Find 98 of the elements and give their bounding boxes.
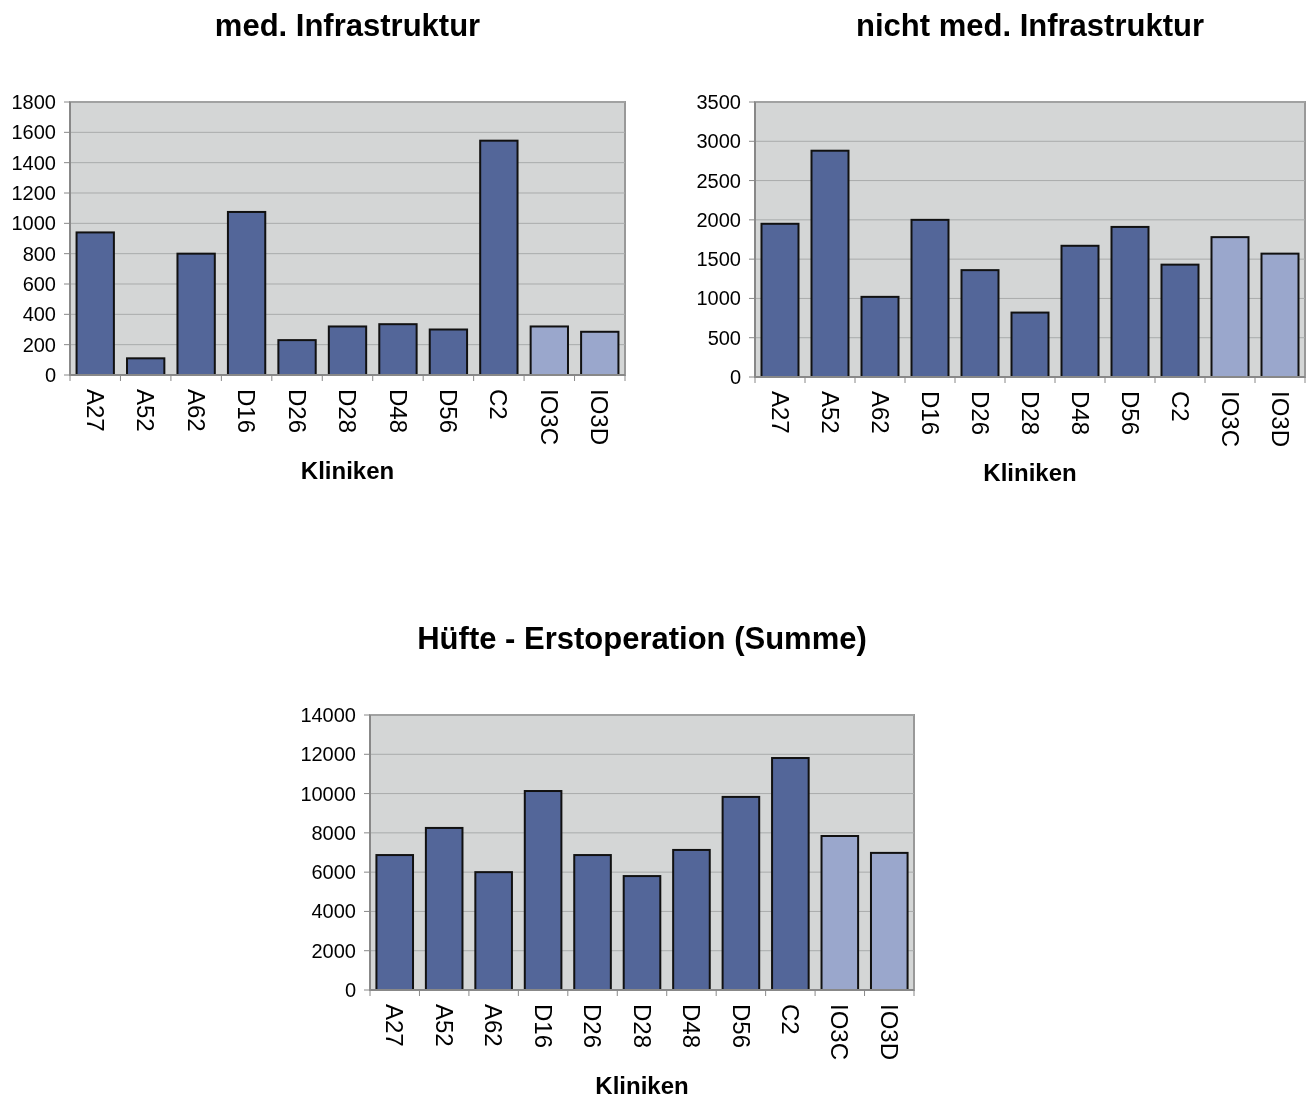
bar [721, 795, 761, 991]
bar [622, 875, 662, 991]
bar [573, 854, 612, 991]
y-tick-label: 0 [44, 364, 56, 386]
x-tick-label: D48 [1066, 391, 1094, 436]
x-tick-label: A52 [816, 391, 844, 434]
bar [771, 757, 810, 991]
bar [860, 295, 900, 378]
bar [760, 222, 800, 378]
x-tick-label: D16 [233, 389, 261, 434]
bar [820, 835, 860, 991]
bar [479, 139, 519, 376]
bar [869, 851, 909, 991]
bar [1110, 225, 1150, 378]
x-tick-label: IO3D [875, 1004, 903, 1061]
x-tick-label: D16 [529, 1004, 557, 1049]
y-tick-label: 1200 [11, 182, 56, 204]
x-tick-label: D56 [727, 1004, 755, 1049]
y-tick-label: 12000 [300, 743, 356, 766]
x-tick-label: IO3C [826, 1004, 854, 1061]
x-tick-label: A27 [766, 391, 794, 434]
x-tick-label: D28 [334, 389, 362, 434]
bar [424, 826, 464, 991]
chart-title: nicht med. Infrastruktur [856, 8, 1204, 43]
y-tick-label: 500 [707, 326, 741, 349]
bar [474, 871, 513, 991]
bar [126, 357, 166, 376]
y-tick-label: 4000 [311, 900, 356, 923]
x-axis-title: Kliniken [300, 457, 395, 484]
bar [1060, 244, 1100, 378]
x-tick-label: D48 [384, 389, 412, 434]
x-tick-label: C2 [1166, 391, 1194, 422]
bar [375, 854, 415, 991]
x-tick-label: D56 [1116, 391, 1144, 436]
x-tick-label: C2 [776, 1004, 804, 1035]
y-tick-label: 10000 [300, 782, 356, 805]
x-tick-label: A52 [132, 389, 160, 432]
y-tick-label: 400 [22, 303, 56, 326]
y-tick-label: 2000 [696, 208, 741, 231]
bar [910, 218, 950, 378]
x-axis-title: Kliniken [983, 459, 1077, 486]
bar [1210, 236, 1250, 378]
bar [672, 848, 711, 991]
bar [529, 325, 569, 376]
bar [1160, 263, 1200, 378]
x-tick-label: IO3C [535, 389, 563, 446]
bar [176, 252, 216, 376]
y-tick-label: 1500 [696, 248, 741, 271]
x-tick-label: A62 [866, 391, 894, 434]
x-tick-label: A62 [480, 1004, 508, 1047]
x-tick-label: D56 [435, 389, 463, 434]
x-tick-label: A27 [381, 1004, 409, 1047]
x-tick-label: D16 [916, 391, 944, 436]
y-tick-label: 14000 [300, 704, 356, 726]
y-tick-label: 3500 [696, 91, 741, 113]
bar [75, 231, 115, 376]
bar [960, 269, 1000, 378]
x-tick-label: A62 [182, 389, 210, 432]
x-tick-label: D28 [1016, 391, 1044, 436]
x-tick-label: D48 [678, 1004, 706, 1049]
x-tick-label: IO3C [1216, 391, 1244, 448]
x-tick-label: D26 [283, 389, 311, 434]
chart-title: med. Infrastruktur [214, 8, 481, 43]
x-tick-label: IO3D [586, 389, 614, 446]
x-tick-label: C2 [485, 389, 513, 420]
y-tick-label: 1600 [11, 121, 56, 144]
y-tick-label: 0 [344, 979, 356, 1001]
bar [523, 790, 563, 991]
y-tick-label: 200 [22, 333, 56, 356]
x-tick-label: A52 [430, 1004, 458, 1047]
bar [1010, 311, 1050, 378]
bar [226, 210, 267, 376]
x-tick-label: IO3D [1266, 391, 1294, 448]
bar [1260, 252, 1300, 378]
y-tick-label: 0 [729, 366, 741, 388]
y-tick-label: 1400 [11, 151, 56, 174]
y-tick-label: 800 [22, 242, 56, 265]
y-tick-label: 1000 [11, 212, 56, 235]
bar [580, 330, 620, 376]
y-tick-label: 2500 [696, 169, 741, 192]
bar [327, 325, 368, 376]
x-axis-title: Kliniken [595, 1072, 689, 1099]
x-tick-label: D26 [966, 391, 994, 436]
y-tick-label: 8000 [311, 821, 356, 844]
bar [277, 339, 317, 376]
y-tick-label: 600 [22, 273, 56, 295]
chart-title: Hüfte - Erstoperation (Summe) [417, 621, 867, 656]
bar [428, 328, 469, 376]
y-tick-label: 3000 [696, 130, 741, 153]
y-tick-label: 1000 [696, 287, 741, 310]
y-tick-label: 1800 [11, 91, 56, 113]
y-tick-label: 6000 [311, 861, 356, 884]
y-tick-label: 2000 [311, 939, 356, 962]
bar [378, 323, 418, 376]
x-tick-label: D26 [579, 1004, 607, 1049]
x-tick-label: D28 [628, 1004, 656, 1049]
bar [810, 149, 850, 378]
x-tick-label: A27 [81, 389, 109, 432]
